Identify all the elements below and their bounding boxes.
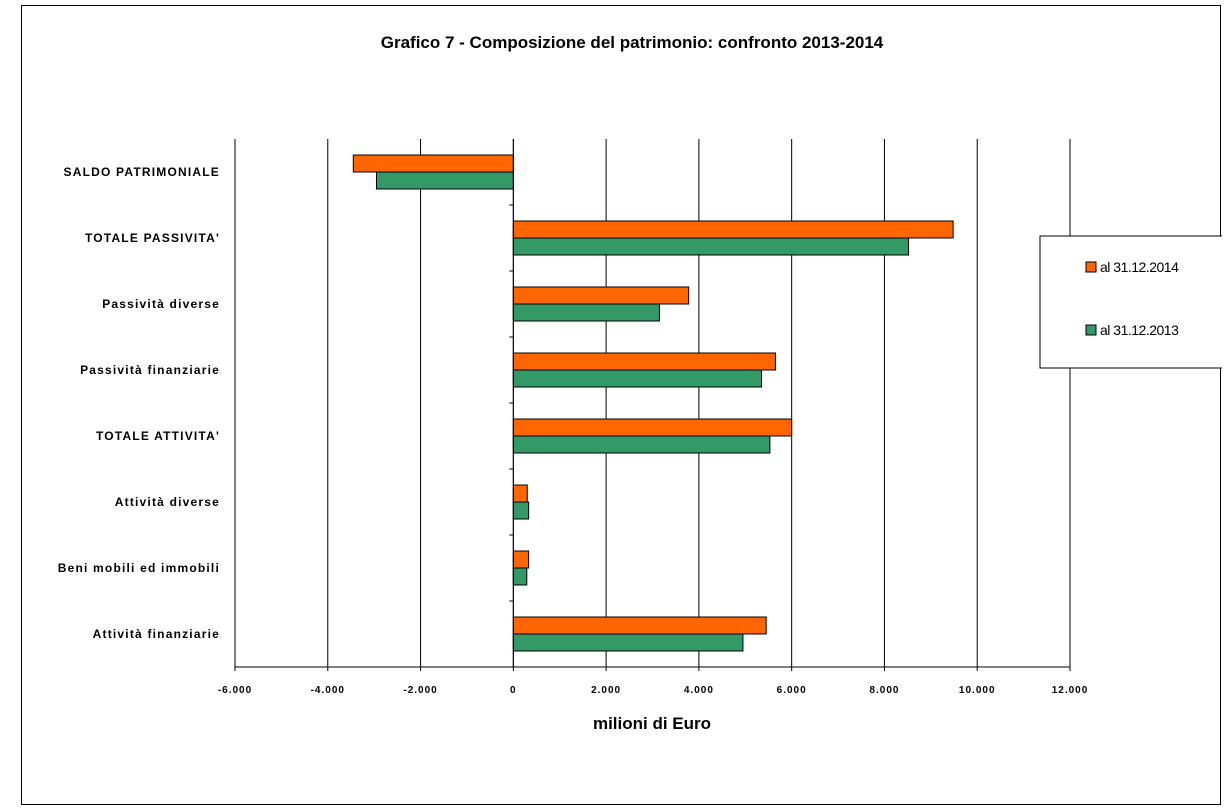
bar-2013 [512, 567, 528, 586]
legend: al 31.12.2014 al 31.12.2013 [1039, 235, 1222, 369]
bar-2014 [512, 286, 690, 305]
chart-svg: Grafico 7 - Composizione del patrimonio:… [58, 33, 1222, 733]
category-label: TOTALE ATTIVITA' [96, 429, 220, 443]
bar-2013 [512, 369, 763, 388]
bar-2014 [512, 418, 793, 437]
category-label: Attività diverse [115, 495, 220, 509]
x-axis-title: milioni di Euro [593, 714, 711, 733]
bar-2013 [512, 237, 910, 256]
bar-2014 [352, 154, 514, 173]
chart-frame: Grafico 7 - Composizione del patrimonio:… [21, 5, 1222, 805]
legend-box [1039, 235, 1222, 369]
bar-2014 [512, 352, 776, 371]
x-tick-labels: -6.000 -4.000 -2.000 0 2.000 4.000 6.000 8.000 1… [218, 685, 1089, 696]
legend-swatch [1085, 261, 1097, 273]
bar-2014 [512, 616, 767, 635]
category-label: Passività diverse [102, 297, 220, 311]
x-tick-label: 12.000 [1052, 685, 1089, 696]
x-tick-label: 8.000 [869, 685, 899, 696]
category-label: Attività finanziarie [93, 627, 220, 641]
category-label: TOTALE PASSIVITA' [85, 231, 220, 245]
bar-2014 [512, 550, 530, 569]
bar-2013 [512, 435, 771, 454]
x-tick-label: 0 [510, 685, 517, 696]
category-label: Beni mobili ed immobili [58, 561, 220, 575]
category-label: SALDO PATRIMONIALE [64, 165, 220, 179]
legend-swatch [1085, 324, 1097, 336]
x-tick-label: 6.000 [777, 685, 807, 696]
x-tick-label: 2.000 [591, 685, 621, 696]
category-label: Passività finanziarie [80, 363, 220, 377]
legend-label: al 31.12.2013 [1100, 322, 1179, 338]
bar-2014 [512, 220, 954, 239]
category-labels: SALDO PATRIMONIALE TOTALE PASSIVITA' Passi… [58, 165, 220, 641]
bar-2013 [512, 633, 744, 652]
axes [234, 139, 1071, 671]
bar-2013 [375, 171, 514, 190]
x-tick-label: 4.000 [684, 685, 714, 696]
bars [352, 154, 954, 652]
gridlines [234, 139, 1071, 667]
x-tick-label: 10.000 [959, 685, 996, 696]
bar-2014 [512, 484, 528, 503]
x-tick-label: -2.000 [403, 685, 437, 696]
x-tick-label: -6.000 [218, 685, 252, 696]
x-tick-label: -4.000 [311, 685, 345, 696]
bar-2013 [512, 501, 530, 520]
bar-2013 [512, 303, 660, 322]
chart-title: Grafico 7 - Composizione del patrimonio:… [381, 33, 884, 52]
legend-label: al 31.12.2014 [1100, 259, 1179, 275]
